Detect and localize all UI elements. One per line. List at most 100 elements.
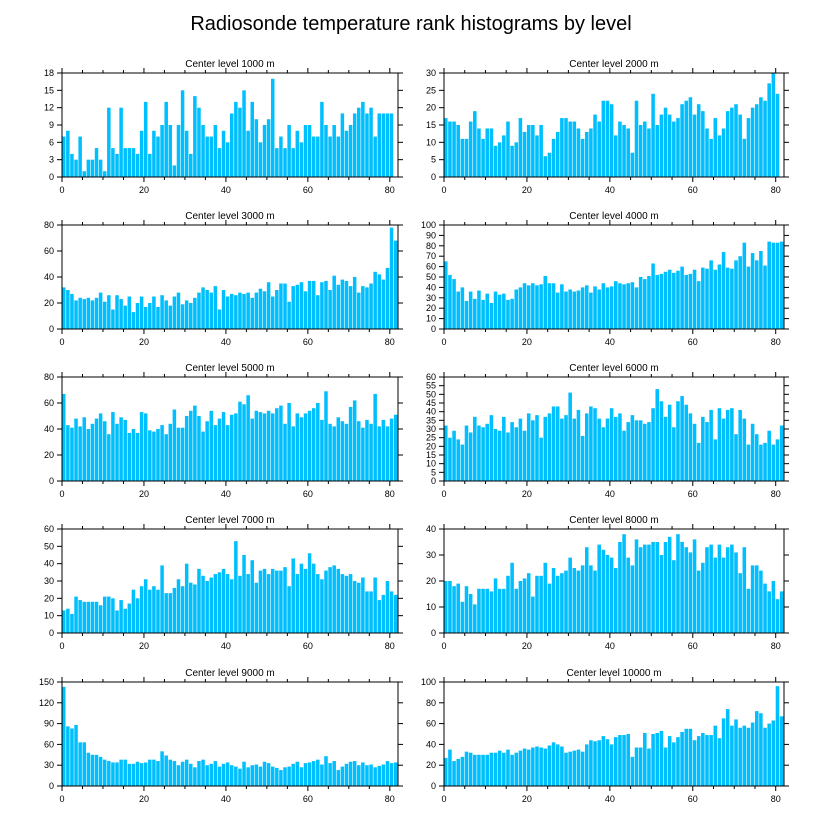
histogram-bar: [176, 292, 181, 329]
histogram-bar: [701, 111, 705, 177]
histogram-bar: [176, 579, 181, 633]
histogram-bar: [526, 749, 531, 786]
panel-title: Center level 3000 m: [185, 211, 275, 222]
histogram-bar: [344, 280, 349, 329]
histogram-bar: [152, 296, 156, 329]
histogram-bar: [456, 758, 460, 786]
histogram-bar: [115, 153, 119, 177]
histogram-bar: [254, 764, 259, 786]
histogram-bar: [250, 765, 254, 786]
histogram-bar: [597, 740, 601, 786]
histogram-bar: [123, 305, 127, 329]
histogram-bar: [373, 271, 377, 329]
histogram-bar: [381, 594, 386, 633]
histogram-bar: [659, 114, 664, 177]
histogram-bar: [692, 740, 697, 786]
panel-title: Center level 7000 m: [185, 515, 275, 526]
histogram-bar: [696, 104, 701, 177]
histogram-bar: [270, 296, 275, 329]
histogram-bar: [750, 423, 755, 481]
x-tick-label: 80: [385, 489, 395, 499]
histogram-bar: [213, 425, 218, 481]
histogram-bar: [522, 748, 527, 786]
histogram-bar: [688, 413, 693, 481]
histogram-bar: [180, 427, 185, 481]
histogram-bar: [135, 761, 140, 786]
histogram-bar: [775, 242, 780, 329]
histogram-bar: [279, 136, 283, 177]
y-tick-label: 30: [426, 550, 436, 560]
histogram-bar: [254, 582, 259, 633]
histogram-bar: [287, 403, 291, 481]
histogram-bar: [320, 764, 324, 786]
histogram-bar: [456, 583, 460, 633]
histogram-bar: [111, 309, 115, 329]
histogram-bar: [696, 442, 701, 481]
histogram-bar: [66, 608, 70, 633]
histogram-bar: [555, 406, 560, 481]
y-tick-label: 60: [44, 398, 54, 408]
histogram-bar: [667, 736, 672, 786]
histogram-bar: [680, 266, 684, 329]
histogram-bar: [242, 404, 246, 481]
histogram-bar: [576, 570, 581, 633]
y-tick-label: 25: [426, 433, 436, 443]
histogram-bar: [377, 426, 382, 481]
histogram-bar: [663, 271, 668, 329]
histogram-bar: [209, 577, 214, 633]
y-tick-label: 50: [426, 389, 436, 399]
histogram-bar: [584, 413, 589, 481]
histogram-bar: [156, 136, 160, 177]
panel-title: Center level 6000 m: [569, 363, 659, 374]
histogram-bar: [348, 761, 353, 786]
histogram-bar: [82, 417, 86, 481]
histogram-bar: [361, 286, 365, 329]
histogram-bar: [348, 406, 353, 481]
histogram-bar: [365, 591, 369, 633]
histogram-bar: [217, 148, 222, 177]
histogram-bar: [448, 121, 452, 177]
histogram-bar: [614, 568, 618, 633]
histogram-bar: [152, 759, 156, 786]
histogram-bar: [62, 136, 66, 177]
histogram-bar: [730, 544, 734, 633]
y-tick-label: 120: [39, 698, 54, 708]
histogram-bar: [473, 416, 477, 481]
histogram-bar: [759, 251, 763, 329]
histogram-bar: [246, 130, 250, 177]
y-tick-label: 40: [426, 524, 436, 534]
histogram-bar: [572, 291, 577, 329]
histogram-bar: [771, 581, 776, 633]
histogram-bar: [560, 746, 564, 786]
histogram-bar: [531, 125, 535, 177]
histogram-bar: [283, 283, 287, 329]
y-tick-label: 40: [44, 559, 54, 569]
histogram-bar: [771, 720, 776, 786]
x-tick-label: 60: [303, 641, 313, 651]
histogram-bar: [201, 431, 205, 481]
histogram-bar: [385, 581, 390, 633]
histogram-bar: [230, 293, 234, 329]
histogram-bar: [618, 283, 622, 329]
histogram-bar: [189, 303, 193, 329]
histogram-bar: [651, 93, 655, 177]
histogram-bar: [160, 425, 164, 481]
histogram-bar: [189, 410, 193, 481]
panel-title: Center level 2000 m: [569, 59, 659, 70]
histogram-bar: [357, 292, 361, 329]
histogram-bar: [115, 295, 119, 329]
histogram-bar: [647, 422, 651, 481]
y-tick-label: 60: [44, 739, 54, 749]
histogram-bar: [316, 574, 320, 633]
histogram-bar: [696, 281, 701, 329]
histogram-bar: [328, 423, 332, 481]
histogram-bar: [684, 547, 689, 633]
histogram-bar: [564, 291, 568, 329]
histogram-bar: [193, 405, 197, 481]
histogram-bar: [485, 293, 490, 329]
histogram-bar: [164, 101, 168, 177]
histogram-bar: [589, 406, 593, 481]
histogram-bar: [759, 97, 763, 177]
x-tick-label: 20: [139, 641, 149, 651]
histogram-bar: [102, 301, 107, 329]
